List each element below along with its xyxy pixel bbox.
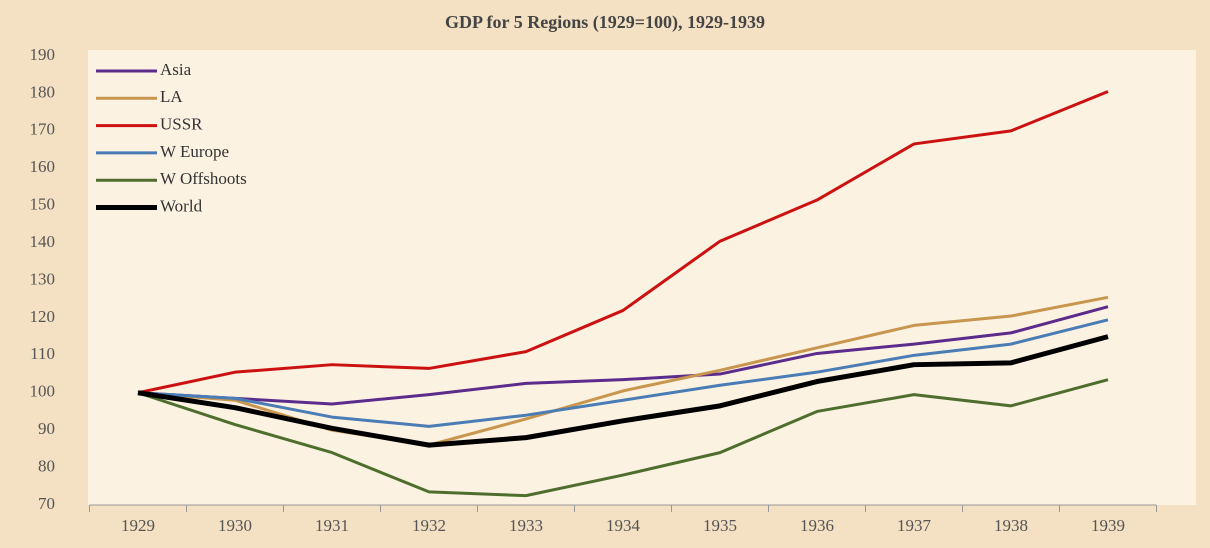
legend-label: W Offshoots bbox=[160, 169, 247, 188]
y-tick-label: 150 bbox=[30, 195, 56, 214]
y-tick-label: 170 bbox=[30, 120, 56, 139]
y-tick-label: 70 bbox=[38, 494, 55, 513]
x-tick-label: 1937 bbox=[897, 516, 932, 535]
y-tick-label: 140 bbox=[30, 232, 56, 251]
x-tick-label: 1930 bbox=[218, 516, 252, 535]
x-tick-label: 1932 bbox=[412, 516, 446, 535]
x-tick-label: 1939 bbox=[1091, 516, 1125, 535]
series-line bbox=[137, 318, 1109, 428]
y-tick-label: 160 bbox=[30, 157, 56, 176]
x-tick-label: 1938 bbox=[994, 516, 1028, 535]
y-tick-label: 110 bbox=[30, 344, 55, 363]
x-tick-label: 1934 bbox=[606, 516, 641, 535]
series-line bbox=[137, 90, 1109, 395]
legend-label: W Europe bbox=[160, 142, 229, 161]
series-line bbox=[137, 305, 1109, 406]
legend-label: Asia bbox=[160, 60, 192, 79]
y-tick-label: 100 bbox=[30, 382, 56, 401]
x-tick-label: 1935 bbox=[703, 516, 737, 535]
x-tick-label: 1933 bbox=[509, 516, 543, 535]
y-tick-label: 90 bbox=[38, 419, 55, 438]
y-tick-label: 180 bbox=[30, 82, 56, 101]
legend-label: World bbox=[160, 196, 203, 215]
legend-label: USSR bbox=[160, 115, 203, 134]
y-tick-label: 120 bbox=[30, 307, 56, 326]
series-line bbox=[137, 334, 1109, 448]
legend-label: LA bbox=[160, 87, 183, 106]
x-tick-label: 1931 bbox=[315, 516, 349, 535]
y-tick-label: 190 bbox=[30, 45, 56, 64]
y-tick-label: 80 bbox=[38, 456, 55, 475]
y-tick-label: 130 bbox=[30, 269, 56, 288]
x-tick-label: 1929 bbox=[121, 516, 155, 535]
x-tick-label: 1936 bbox=[800, 516, 834, 535]
series-line bbox=[137, 378, 1109, 498]
plot-area bbox=[88, 50, 1196, 505]
chart-title: GDP for 5 Regions (1929=100), 1929-1939 bbox=[445, 12, 765, 33]
